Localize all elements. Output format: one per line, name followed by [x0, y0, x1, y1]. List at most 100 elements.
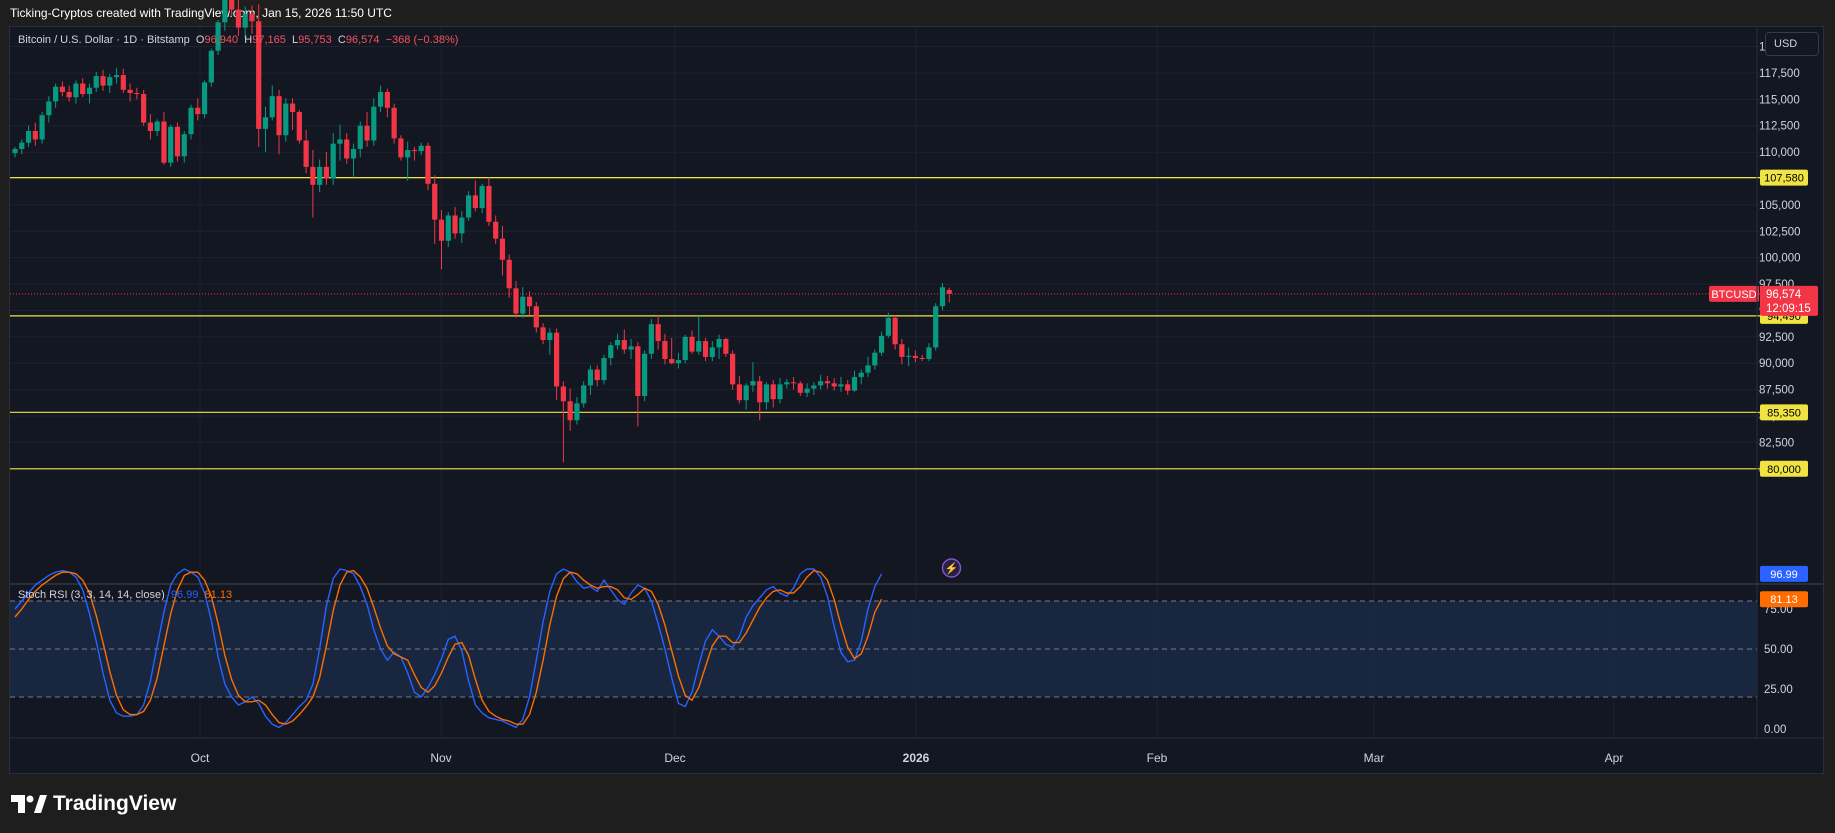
candle-body [628, 346, 634, 350]
symbol-tag-label: BTCUSD [1711, 289, 1756, 301]
level-price-label: 107,580 [1764, 173, 1804, 185]
stoch-d-value: 81.13 [204, 589, 233, 601]
candle-body [486, 185, 492, 222]
candle-body [100, 76, 106, 86]
candle-body [289, 103, 296, 113]
candle-body [493, 221, 499, 239]
candle-body [59, 86, 65, 92]
symbol-legend[interactable]: Bitcoin / U.S. Dollar · 1D · Bitstamp O9… [18, 34, 458, 46]
price-axis-label: 105,000 [1759, 200, 1801, 212]
candle-body [452, 215, 458, 234]
time-axis-label: Apr [1605, 751, 1624, 765]
candle-body [229, 0, 235, 10]
change-value: −368 (−0.38%) [385, 34, 459, 46]
candle-body [757, 381, 763, 403]
candle-body [818, 381, 824, 386]
last-price-label: 96,574 [1766, 289, 1802, 301]
price-axis-label: 100,000 [1759, 253, 1801, 265]
candle-body [384, 91, 390, 108]
stoch-axis-label: 0.00 [1764, 724, 1786, 736]
candle-body [465, 195, 472, 218]
candle-body [547, 332, 553, 341]
candle-body [790, 382, 797, 384]
stoch-d-tag-label: 81.13 [1770, 594, 1798, 606]
candle-body [256, 21, 262, 129]
level-price-label: 80,000 [1767, 464, 1801, 476]
candle-body [716, 338, 722, 348]
candle-body [405, 150, 411, 158]
candle-body [743, 385, 749, 401]
candle-body [933, 306, 939, 348]
candle-body [161, 121, 167, 163]
candle-body [147, 122, 153, 132]
stoch-k-value: 96.99 [170, 589, 199, 601]
event-marker-icon [941, 558, 962, 578]
level-price-tag [1760, 404, 1808, 421]
candle-body [669, 359, 675, 364]
candle-body [208, 50, 214, 83]
candle-body [635, 346, 641, 396]
symbol-name[interactable]: Bitcoin / U.S. Dollar · 1D · Bitstamp [18, 34, 190, 46]
time-axis-label: Nov [430, 751, 451, 765]
candle-body [567, 401, 573, 421]
candle-body [892, 317, 898, 345]
candle-body [80, 83, 86, 95]
currency-button[interactable]: USD [1765, 32, 1819, 56]
candle-body [168, 126, 174, 163]
stoch-rsi-legend[interactable]: Stoch RSI (3, 3, 14, 14, close) 96.99 81… [18, 589, 232, 601]
candle-body [459, 217, 465, 234]
tradingview-logo[interactable]: TradingView [11, 792, 176, 816]
candle-body [472, 195, 478, 209]
candle-body [25, 131, 32, 143]
candle-body [249, 13, 255, 22]
candle-body [763, 384, 770, 403]
candle-body [601, 357, 607, 381]
candle-body [696, 341, 702, 352]
candle-body [344, 139, 350, 159]
candle-body [912, 355, 919, 358]
candle-body [141, 94, 147, 123]
candle-body [702, 341, 709, 357]
candle-body [201, 82, 208, 115]
candle-body [235, 9, 242, 28]
chart-attribution: Ticking-Cryptos created with TradingView… [10, 6, 392, 20]
candle-body [86, 87, 93, 95]
candle-body [811, 385, 817, 389]
candle-body [411, 150, 418, 152]
stoch-axis-label: 25.00 [1764, 684, 1793, 696]
candle-body [526, 296, 533, 307]
level-price-label: 85,350 [1767, 407, 1801, 419]
candle-body [262, 117, 269, 129]
time-axis-label: Mar [1364, 751, 1385, 765]
candle-body [174, 126, 181, 157]
candle-body [858, 372, 864, 377]
price-axis-label: 82,500 [1759, 437, 1794, 449]
candle-body [587, 369, 594, 386]
price-axis-label: 87,500 [1759, 385, 1794, 397]
candle-body [878, 335, 885, 353]
symbol-tag [1709, 285, 1759, 302]
price-axis-label: 112,500 [1759, 121, 1800, 133]
time-axis-label: Feb [1147, 751, 1168, 765]
candle-body [608, 345, 614, 358]
lightning-icon: ⚡ [945, 562, 959, 575]
candle-body [215, 22, 221, 51]
candle-body [398, 138, 404, 158]
candle-body [851, 376, 858, 391]
candles [12, 0, 952, 463]
candle-body [831, 383, 837, 387]
stoch-rsi-d-line [14, 569, 883, 725]
candle-body [675, 360, 682, 364]
candle-body [73, 83, 79, 98]
candle-body [845, 384, 851, 391]
candle-body [46, 101, 52, 116]
candle-body [269, 96, 275, 118]
candle-body [614, 340, 621, 346]
candle-body [377, 91, 384, 107]
time-axis-label: Dec [664, 751, 685, 765]
price-axis-label: 90,000 [1759, 358, 1794, 370]
stoch-rsi-title[interactable]: Stoch RSI (3, 3, 14, 14, close) [18, 589, 165, 601]
candle-body [432, 183, 438, 220]
candle-body [865, 365, 871, 373]
